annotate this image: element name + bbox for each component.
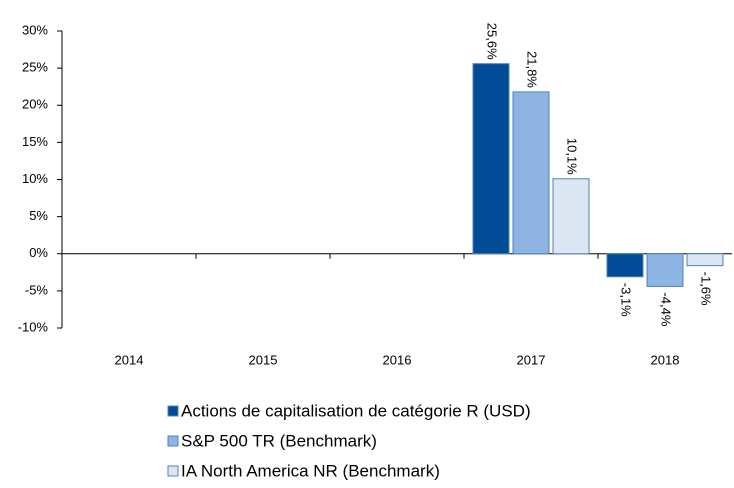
x-tick-label: 2015 [249,352,278,367]
x-tick-label: 2014 [115,352,144,367]
y-tick-label: 30% [22,22,48,37]
y-tick-label: 5% [29,208,48,223]
y-tick-label: 10% [22,171,48,186]
y-tick-label: -5% [25,282,49,297]
value-label: 10,1% [565,138,580,175]
value-label: 21,8% [525,51,540,88]
legend-label: S&P 500 TR (Benchmark) [181,431,377,450]
bar [512,91,550,255]
value-label: -3,1% [619,283,634,317]
x-tick-label: 2018 [651,352,680,367]
bar [552,178,590,255]
x-tick-label: 2017 [517,352,546,367]
y-tick-label: 25% [22,60,48,75]
bar [646,253,684,287]
y-tick-label: -10% [18,319,49,334]
y-tick-label: 0% [29,245,48,260]
y-tick-label: 20% [22,97,48,112]
bar [686,253,724,267]
value-label: 25,6% [485,23,500,60]
legend-label: Actions de capitalisation de catégorie R… [181,401,531,420]
value-label: -4,4% [659,292,674,326]
bar [606,253,644,278]
legend-swatch [167,465,179,477]
y-tick-label: 15% [22,134,48,149]
bar [472,63,510,255]
legend-swatch [167,405,179,417]
x-tick-label: 2016 [383,352,412,367]
legend-label: IA North America NR (Benchmark) [181,461,440,480]
legend-swatch [167,435,179,447]
value-label: -1,6% [699,272,714,306]
